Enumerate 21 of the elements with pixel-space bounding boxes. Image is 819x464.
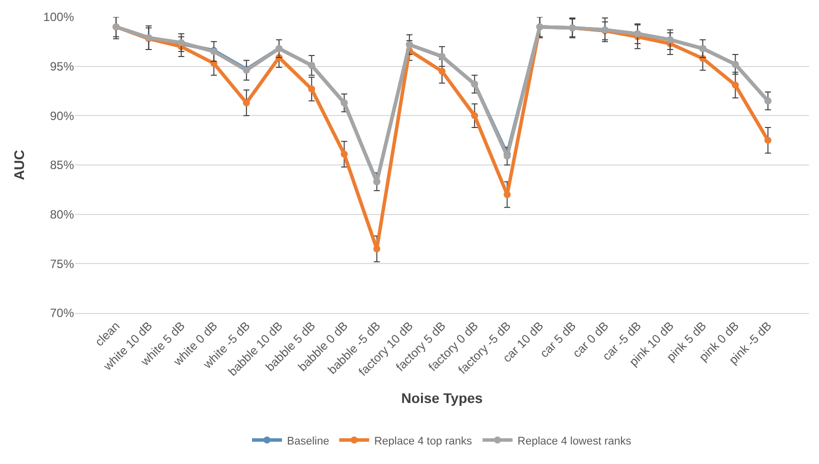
point <box>373 245 380 252</box>
point <box>732 82 739 89</box>
y-tick-label: 85% <box>50 158 74 172</box>
point <box>242 99 250 106</box>
point <box>764 136 772 144</box>
x-axis-title: Noise Types <box>401 390 483 406</box>
point <box>340 150 348 158</box>
y-tick-label: 100% <box>43 10 74 24</box>
point <box>471 112 478 120</box>
y-tick-label: 95% <box>50 60 74 74</box>
legend-label: Replace 4 top ranks <box>374 435 473 448</box>
point <box>504 191 511 198</box>
legend-label: Baseline <box>287 435 330 448</box>
y-tick-label: 80% <box>50 208 74 222</box>
y-tick-label: 75% <box>50 256 74 271</box>
point <box>308 86 316 93</box>
legend-label: Replace 4 lowest ranks <box>518 435 632 448</box>
y-axis-title: AUC <box>10 150 27 180</box>
y-tick-label: 70% <box>50 306 74 320</box>
point <box>438 68 446 75</box>
y-tick-label: 90% <box>50 108 74 123</box>
